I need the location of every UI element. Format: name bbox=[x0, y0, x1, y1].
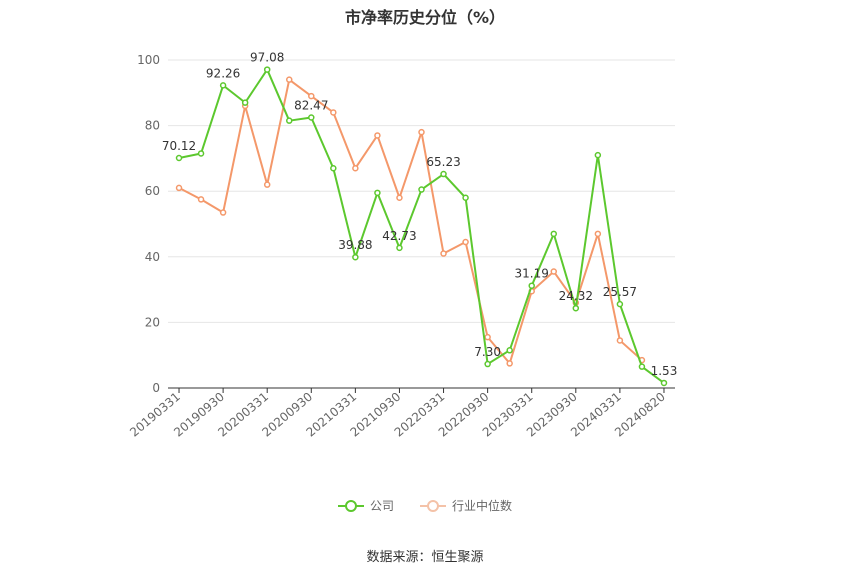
y-tick-label: 20 bbox=[145, 315, 160, 329]
data-point bbox=[285, 76, 293, 83]
data-label: 70.12 bbox=[162, 139, 196, 153]
data-point bbox=[484, 333, 491, 341]
data-point bbox=[484, 360, 491, 368]
data-label: 31.19 bbox=[515, 267, 549, 281]
y-tick-label: 80 bbox=[145, 119, 160, 133]
data-point bbox=[330, 109, 337, 116]
data-point bbox=[330, 164, 337, 172]
data-source: 数据来源：恒生聚源 bbox=[366, 550, 484, 565]
data-point bbox=[594, 151, 602, 159]
legend-item-industry[interactable]: 行业中位数 bbox=[420, 497, 512, 514]
data-point bbox=[418, 186, 425, 193]
data-label: 7.30 bbox=[474, 345, 501, 359]
data-point bbox=[352, 164, 359, 172]
data-point bbox=[263, 181, 271, 188]
data-point bbox=[396, 194, 403, 202]
data-point bbox=[660, 379, 668, 387]
legend-label-industry: 行业中位数 bbox=[452, 499, 513, 513]
series-group bbox=[175, 66, 668, 387]
data-point bbox=[440, 250, 447, 257]
data-point bbox=[308, 92, 315, 100]
data-point bbox=[175, 184, 183, 192]
data-label: 39.88 bbox=[338, 238, 372, 252]
data-label: 42.73 bbox=[382, 229, 416, 243]
data-point bbox=[616, 300, 624, 308]
data-point bbox=[263, 66, 271, 73]
data-label: 25.57 bbox=[603, 285, 637, 299]
data-point bbox=[440, 170, 447, 178]
data-point bbox=[374, 189, 381, 197]
data-point bbox=[175, 154, 183, 162]
data-point bbox=[572, 304, 580, 312]
y-axis-ticks: 0 20 40 60 80 100 bbox=[137, 53, 160, 395]
data-point bbox=[506, 360, 513, 367]
data-point bbox=[528, 282, 535, 289]
data-point bbox=[396, 244, 403, 252]
series-line-1 bbox=[178, 78, 643, 365]
data-point bbox=[616, 337, 624, 344]
data-point bbox=[285, 117, 293, 124]
data-point bbox=[638, 363, 646, 370]
data-point bbox=[219, 209, 227, 216]
data-point bbox=[308, 114, 315, 121]
data-point bbox=[219, 82, 227, 89]
data-point bbox=[550, 268, 558, 275]
legend-marker-company bbox=[337, 499, 364, 513]
data-point bbox=[197, 150, 205, 157]
data-label: 82.47 bbox=[294, 98, 328, 112]
data-point bbox=[506, 347, 513, 354]
series-line-0 bbox=[178, 68, 665, 384]
legend[interactable]: 公司 行业中位数 bbox=[0, 497, 850, 514]
data-point bbox=[594, 230, 602, 238]
y-tick-label: 40 bbox=[145, 250, 160, 264]
x-axis: 2019033120190930202003312020093020210331… bbox=[127, 387, 675, 440]
chart-title: 市净率历史分位（%） bbox=[344, 8, 506, 27]
legend-marker-industry bbox=[420, 499, 446, 513]
data-point bbox=[462, 194, 469, 202]
data-point bbox=[352, 253, 359, 261]
data-label: 97.08 bbox=[250, 51, 284, 65]
data-label: 65.23 bbox=[426, 155, 460, 169]
data-label: 24.32 bbox=[559, 289, 593, 303]
data-point bbox=[462, 238, 469, 246]
y-tick-label: 100 bbox=[137, 53, 160, 67]
data-labels: 70.12 92.26 97.08 82.47 39.88 42.73 65.23 7.30 3… bbox=[162, 51, 677, 378]
data-label: 92.26 bbox=[206, 66, 240, 80]
data-point bbox=[418, 128, 425, 136]
legend-item-company[interactable]: 公司 bbox=[337, 497, 394, 514]
data-point bbox=[241, 99, 249, 106]
data-point bbox=[197, 196, 205, 203]
y-tick-label: 0 bbox=[152, 381, 160, 395]
data-point bbox=[550, 230, 558, 238]
y-tick-label: 60 bbox=[145, 184, 160, 198]
legend-label-company: 公司 bbox=[369, 499, 394, 513]
data-point bbox=[374, 132, 381, 139]
data-label: 1.53 bbox=[651, 364, 678, 378]
